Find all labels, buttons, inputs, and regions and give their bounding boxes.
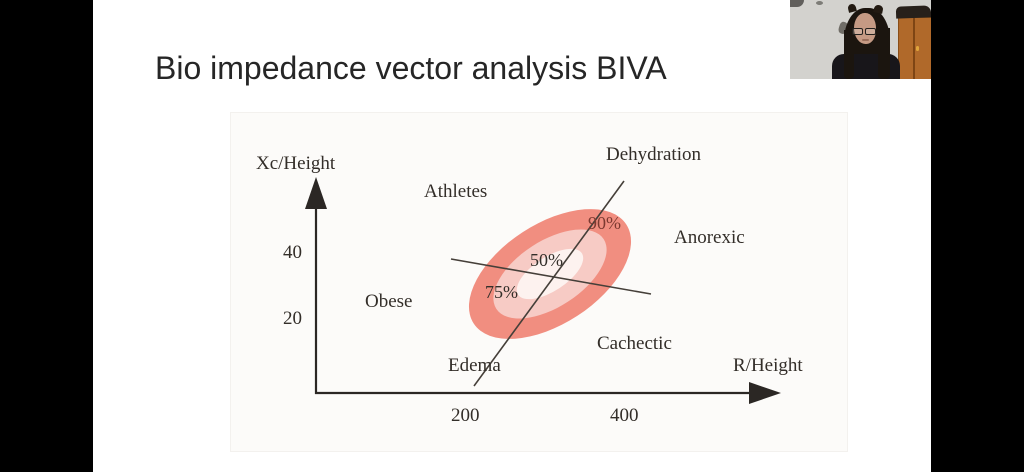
x-axis-label: R/Height	[733, 355, 803, 376]
ellipse-50-percent	[516, 248, 584, 300]
biva-chart-canvas	[305, 177, 781, 404]
region-label-obese: Obese	[365, 291, 413, 312]
cabinet-knob	[916, 46, 919, 51]
presenter-mouth	[862, 39, 869, 41]
glasses-lens	[865, 27, 876, 35]
x-tick-400: 400	[610, 405, 639, 426]
region-label-edema: Edema	[448, 355, 501, 376]
glasses-lens	[852, 27, 863, 35]
x-tick-200: 200	[451, 405, 480, 426]
presenter-hair-strand	[844, 30, 854, 79]
biva-chart-figure	[230, 112, 848, 452]
presenter-hair-strand	[878, 28, 890, 79]
presenter-glasses-icon	[852, 27, 878, 35]
object-on-cabinet	[895, 5, 931, 19]
right-letterbox	[931, 0, 1024, 472]
slide-title: Bio impedance vector analysis BIVA	[155, 50, 667, 86]
y-tick-40: 40	[283, 242, 302, 263]
region-label-athletes: Athletes	[424, 181, 488, 202]
ellipse-label-50: 50%	[530, 250, 563, 270]
webcam-video[interactable]	[790, 0, 931, 79]
region-label-anorexic: Anorexic	[674, 227, 745, 248]
wall-shadow	[790, 0, 804, 7]
region-label-dehydration: Dehydration	[606, 144, 701, 165]
region-label-cachectic: Cachectic	[597, 333, 672, 354]
x-axis-arrowhead	[749, 382, 781, 404]
ellipse-label-90: 90%	[588, 213, 621, 233]
major-axis-line	[473, 180, 625, 387]
presenter-hair-tuft	[873, 4, 884, 14]
wall-mark	[816, 1, 823, 5]
y-axis-arrowhead	[305, 177, 327, 209]
ellipse-label-75: 75%	[485, 282, 518, 302]
minor-axis-line	[450, 258, 652, 295]
y-axis-label: Xc/Height	[256, 153, 336, 174]
tolerance-ellipses	[468, 209, 632, 339]
cabinet-door-seam	[913, 18, 915, 79]
left-letterbox	[0, 0, 94, 472]
y-tick-20: 20	[283, 308, 302, 329]
